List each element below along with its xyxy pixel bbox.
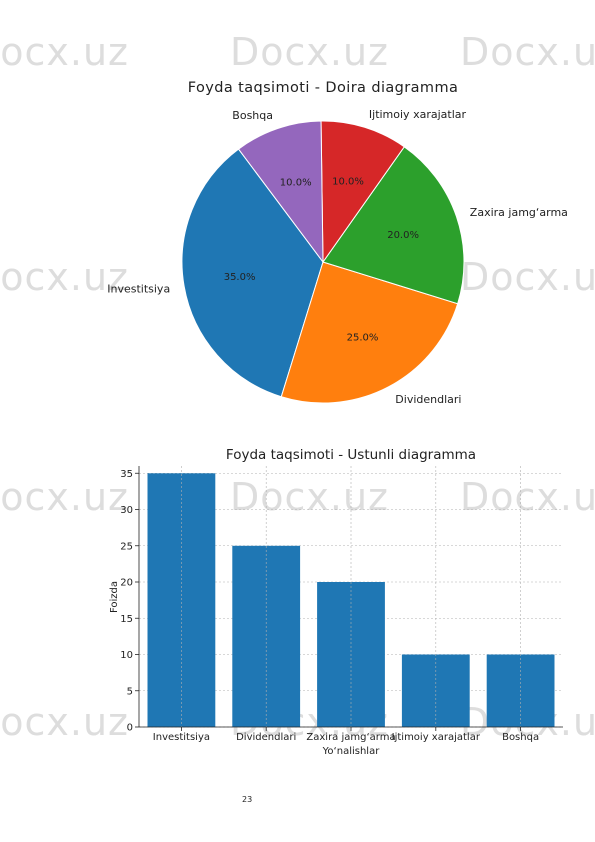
bar-chart-title: Foyda taqsimoti - Ustunli diagramma bbox=[226, 447, 476, 463]
pie-slice-ijtimoiy-xarajatlar bbox=[320, 120, 405, 264]
watermark: Docx.uz bbox=[0, 700, 129, 744]
pie-percent-label: 20.0% bbox=[387, 230, 419, 241]
y-tick-label: 15 bbox=[120, 614, 133, 625]
pie-category-label: Zaxira jamg‘arma bbox=[470, 206, 568, 219]
watermark: Docx.uz bbox=[0, 30, 129, 74]
x-tick-label: Investitsiya bbox=[153, 732, 210, 743]
y-tick-label: 35 bbox=[120, 469, 133, 480]
y-tick-label: 0 bbox=[127, 723, 133, 734]
pie-category-label: Boshqa bbox=[232, 109, 273, 122]
x-tick-label: Boshqa bbox=[502, 732, 539, 743]
y-tick-label: 5 bbox=[127, 686, 133, 697]
pie-chart: Foyda taqsimoti - Doira diagramma 35.0% I… bbox=[107, 80, 568, 406]
x-tick-label: Zaxira jamg‘arma bbox=[306, 732, 395, 743]
pie-slice-investitsiya bbox=[181, 148, 324, 398]
pie-slice-dividendlari bbox=[280, 261, 459, 404]
y-tick-label: 20 bbox=[120, 578, 133, 589]
pie-percent-label: 35.0% bbox=[224, 272, 256, 283]
pie-percent-label: 10.0% bbox=[332, 177, 364, 188]
watermark: Docx.uz bbox=[460, 30, 595, 74]
page-number: 23 bbox=[242, 795, 253, 804]
watermark: Docx.uz bbox=[460, 475, 595, 519]
y-tick-label: 30 bbox=[120, 505, 133, 516]
watermark: Docx.uz bbox=[460, 255, 595, 299]
pie-slice-zaxira-jamg-arma bbox=[322, 146, 465, 305]
pie-percent-label: 10.0% bbox=[280, 177, 312, 188]
y-tick-label: 10 bbox=[120, 650, 133, 661]
x-tick-label: Ijtimoiy xarajatlar bbox=[392, 732, 481, 743]
watermark: Docx.uz bbox=[0, 475, 129, 519]
x-tick-label: Dividendlari bbox=[236, 732, 296, 743]
watermark: Docx.uz bbox=[230, 475, 389, 519]
bar-dividendlari bbox=[232, 545, 301, 728]
pie-category-label: Investitsiya bbox=[107, 282, 170, 295]
pie-category-label: Ijtimoiy xarajatlar bbox=[369, 108, 467, 121]
watermark: Docx.uz bbox=[230, 30, 389, 74]
x-axis-label: Yo‘nalishlar bbox=[322, 746, 381, 757]
y-tick-label: 25 bbox=[120, 541, 133, 552]
pie-category-label: Dividendlari bbox=[395, 393, 461, 406]
watermark: Docx.uz bbox=[0, 255, 129, 299]
pie-chart-title: Foyda taqsimoti - Doira diagramma bbox=[188, 80, 459, 96]
pie-slice-boshqa bbox=[237, 120, 324, 264]
pie-percent-label: 25.0% bbox=[347, 332, 379, 343]
y-axis-label: Foizda bbox=[109, 581, 120, 613]
